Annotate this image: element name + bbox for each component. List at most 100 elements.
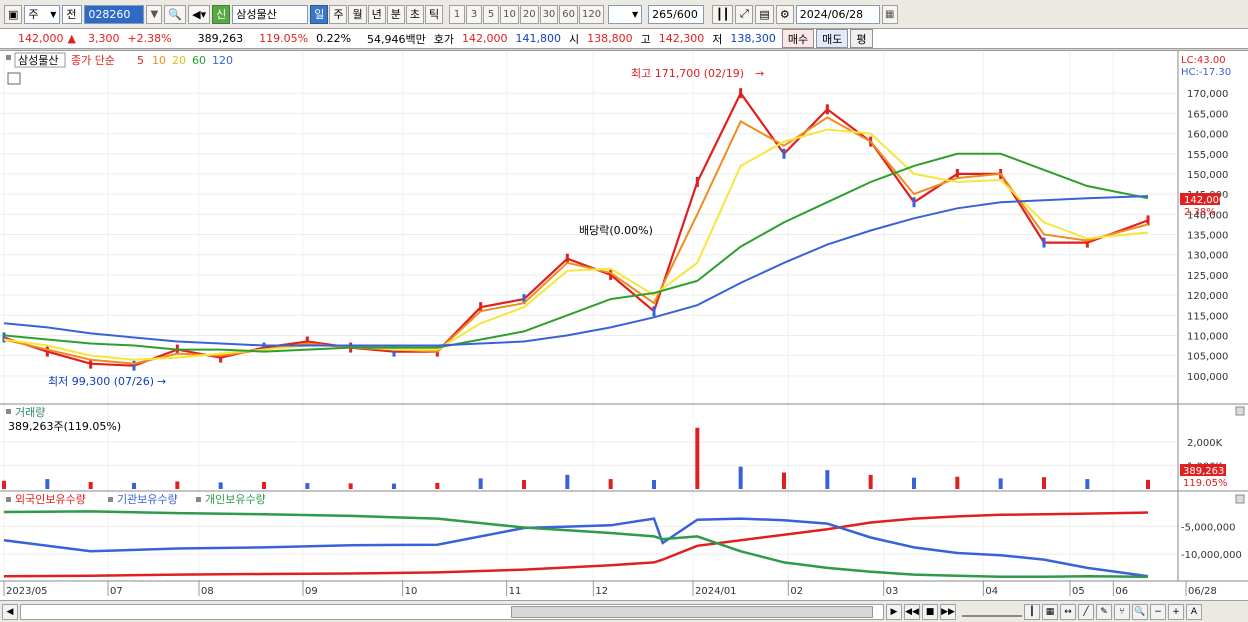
- speaker-icon[interactable]: ◀▾: [188, 4, 211, 24]
- count-field[interactable]: 265/600: [648, 4, 705, 24]
- collapse-icon[interactable]: [1235, 406, 1245, 416]
- price-candle: [565, 253, 569, 264]
- ma-legend-120[interactable]: 120: [212, 54, 233, 67]
- ma-legend-10[interactable]: 10: [152, 54, 166, 67]
- volume-bar: [565, 474, 570, 489]
- chart-svg[interactable]: 100,000 105,000 110,000 115,000 120,000 125,0…: [0, 51, 1248, 603]
- zoom-out-icon[interactable]: −: [1150, 603, 1166, 620]
- high-label: 고: [640, 32, 651, 46]
- legend-institution[interactable]: 기관보유수량: [117, 493, 178, 506]
- gear-icon[interactable]: ⚙: [775, 4, 794, 24]
- sell-button[interactable]: 매도: [816, 29, 849, 48]
- date-field[interactable]: 2024/06/28: [795, 4, 880, 24]
- interval-button-120[interactable]: 120: [579, 4, 605, 24]
- panel-handle-icon[interactable]: [6, 409, 11, 414]
- zoom-in-icon[interactable]: +: [1168, 603, 1184, 620]
- zoom-icon[interactable]: 🔍: [1132, 603, 1148, 620]
- candle-view-icon[interactable]: ┃: [1024, 603, 1040, 620]
- scroll-track[interactable]: [20, 603, 884, 620]
- ma-line-20[interactable]: [3, 128, 1149, 361]
- volume-bars: [2, 427, 1150, 489]
- ma-line-10[interactable]: [3, 116, 1149, 365]
- panel-handle-icon[interactable]: [6, 497, 11, 502]
- price-tick-label: 165,000: [1187, 109, 1228, 120]
- ma-legend-20[interactable]: 20: [172, 54, 186, 67]
- ma-legend-label: 종가 단순: [71, 54, 115, 67]
- trend-tool-icon[interactable]: ╱: [1078, 603, 1094, 620]
- scroll-thumb[interactable]: [511, 605, 873, 618]
- tab-period-6[interactable]: 틱: [424, 4, 444, 24]
- interval-button-3[interactable]: 3: [466, 4, 483, 24]
- volume-bar: [175, 481, 180, 489]
- ma-line-5[interactable]: [3, 91, 1149, 367]
- price-tick-label: 100,000: [1187, 372, 1228, 383]
- x-tick-label: 06: [1115, 586, 1128, 597]
- tab-period-5[interactable]: 초: [405, 4, 424, 24]
- ma-line-60[interactable]: [3, 152, 1149, 353]
- stock-code-input[interactable]: 028260: [84, 4, 145, 24]
- interval-button-10[interactable]: 10: [500, 4, 519, 24]
- save-icon[interactable]: ▤: [755, 4, 774, 24]
- tab-period-3[interactable]: 년: [367, 4, 386, 24]
- volume-bar: [45, 479, 50, 489]
- screen-menu-icon[interactable]: ▣: [4, 4, 23, 24]
- calendar-icon[interactable]: ▦: [881, 4, 898, 24]
- price-candle: [912, 197, 916, 208]
- x-tick-label: 06/28: [1188, 586, 1217, 597]
- drawing-tool-icon[interactable]: ✎: [1096, 603, 1112, 620]
- holdings-tick-label: -10,000,000: [1181, 550, 1242, 561]
- price-tick-label: 105,000: [1187, 352, 1228, 363]
- shin-badge[interactable]: 신: [212, 4, 231, 24]
- price-candle: [89, 358, 93, 369]
- ma-legend-5[interactable]: 5: [137, 54, 144, 67]
- price-candle: [1085, 237, 1089, 248]
- buy-button[interactable]: 매수: [781, 29, 815, 48]
- tab-period-0[interactable]: 일: [310, 4, 329, 24]
- forward-icon[interactable]: ▶▶: [940, 603, 956, 620]
- bid-price: 142,000: [462, 32, 508, 45]
- holdings-line-2[interactable]: [3, 510, 1149, 579]
- legend-foreign[interactable]: 외국인보유수량: [15, 493, 86, 506]
- pan-icon[interactable]: ↔: [1060, 603, 1076, 620]
- code-dropdown-icon[interactable]: ▼: [146, 4, 163, 24]
- market-label: 주: [28, 8, 39, 21]
- interval-button-30[interactable]: 30: [539, 4, 559, 24]
- tab-period-2[interactable]: 월: [348, 4, 367, 24]
- prev-button[interactable]: 전: [62, 4, 83, 24]
- candle-icon[interactable]: ┃┃: [712, 4, 734, 24]
- fork-tool-icon[interactable]: ⑂: [1114, 603, 1130, 620]
- rewind-icon[interactable]: ◀◀: [904, 603, 920, 620]
- holdings-line-1[interactable]: [3, 517, 1149, 578]
- ma-line-120[interactable]: [3, 195, 1149, 347]
- tab-period-1[interactable]: 주: [329, 4, 348, 24]
- interval-button-60[interactable]: 60: [559, 4, 579, 24]
- font-icon[interactable]: A: [1186, 603, 1202, 620]
- chart-type-icon[interactable]: ⤢: [735, 4, 754, 24]
- tab-period-4[interactable]: 분: [386, 4, 405, 24]
- eval-button[interactable]: 평: [850, 29, 873, 48]
- panel-handle-icon[interactable]: [6, 55, 11, 60]
- interval-select[interactable]: ▼: [608, 4, 643, 24]
- interval-button-1[interactable]: 1: [449, 4, 466, 24]
- market-select[interactable]: 주 ▼: [24, 4, 61, 24]
- ma-legend-60[interactable]: 60: [192, 54, 206, 67]
- layout-icon[interactable]: ▦: [1042, 603, 1058, 620]
- interval-button-5[interactable]: 5: [483, 4, 500, 24]
- interval-button-20[interactable]: 20: [519, 4, 539, 24]
- quote-bar: 142,000 ▲ 3,300 +2.38% 389,263 119.05% 0…: [0, 29, 1248, 49]
- collapse-icon[interactable]: [1235, 494, 1245, 504]
- table-icon[interactable]: [7, 72, 21, 85]
- stop-icon[interactable]: ■: [922, 603, 938, 620]
- price-candle: [955, 168, 959, 179]
- chart-area[interactable]: 100,000 105,000 110,000 115,000 120,000 125,0…: [0, 50, 1248, 603]
- zoom-slider[interactable]: [962, 607, 1022, 617]
- legend-individual[interactable]: 개인보유수량: [205, 493, 266, 506]
- price-candle: [2, 332, 6, 343]
- search-icon[interactable]: 🔍: [164, 4, 187, 24]
- scroll-left-icon[interactable]: ◀: [2, 603, 18, 620]
- scroll-right-icon[interactable]: ▶: [886, 603, 902, 620]
- x-tick-label: 11: [509, 586, 522, 597]
- holdings-line-0[interactable]: [3, 511, 1149, 578]
- price-candle: [219, 352, 223, 363]
